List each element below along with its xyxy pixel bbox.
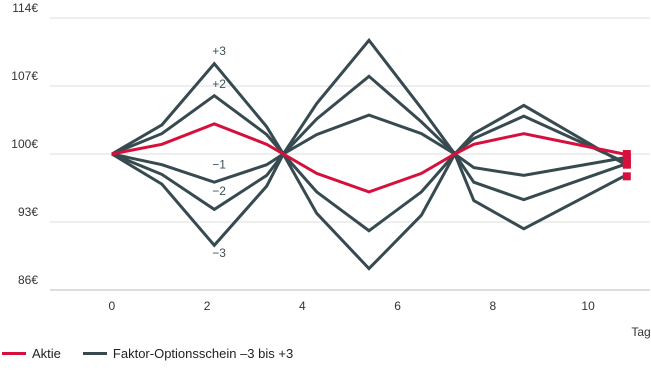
series-line-faktor-optionsschein-5 [111,150,625,271]
x-tick-label: 0 [109,299,116,313]
x-axis-label: Tag [631,325,650,339]
x-tick-label: 10 [581,299,595,313]
y-tick-label: 86€ [18,273,38,287]
y-tick-label: 93€ [18,205,38,219]
legend: Aktie Faktor-Optionsschein –3 bis +3 [2,341,315,365]
legend-item-faktor-optionsschein: Faktor-Optionsschein –3 bis +3 [82,345,294,361]
series-annotation-label: +2 [212,77,226,91]
series-line-faktor-optionsschein-4 [111,151,625,233]
series-annotation-label: −1 [212,158,226,172]
annotations: +3 +2 −1 −2 −3 [212,44,226,260]
legend-swatch-faktor-optionsschein [82,351,107,355]
series-end-marker [622,160,631,169]
legend-label-aktie: Aktie [32,345,61,361]
y-tick-label: 100€ [11,137,38,151]
x-tick-label: 6 [394,299,401,313]
series-lines [111,37,631,271]
series-end-marker [622,172,631,181]
x-axis-ticks: 0 2 4 6 8 10 [109,299,596,313]
y-tick-label: 114€ [12,1,38,15]
series-annotation-label: −2 [212,184,226,198]
series-line-faktor-optionsschein-3 [111,113,625,184]
series-annotation-label: −3 [212,246,226,260]
legend-label-faktor-optionsschein: Faktor-Optionsschein –3 bis +3 [112,345,294,361]
x-tick-label: 4 [299,299,306,313]
x-tick-label: 8 [490,299,497,313]
x-tick-label: 2 [204,299,211,313]
legend-item-aktie: Aktie [2,346,61,361]
series-line-aktie [111,122,625,194]
y-tick-label: 107€ [11,69,38,83]
series-line-faktor-optionsschein-1 [111,37,625,165]
grid-lines [50,17,650,291]
series-end-marker [622,150,631,158]
y-axis-ticks: 86€ 93€ 100€ 107€ 114€ [11,1,38,287]
legend-swatch-aktie [2,351,26,355]
series-annotation-label: +3 [212,44,226,58]
series-line-faktor-optionsschein-2 [111,74,625,164]
